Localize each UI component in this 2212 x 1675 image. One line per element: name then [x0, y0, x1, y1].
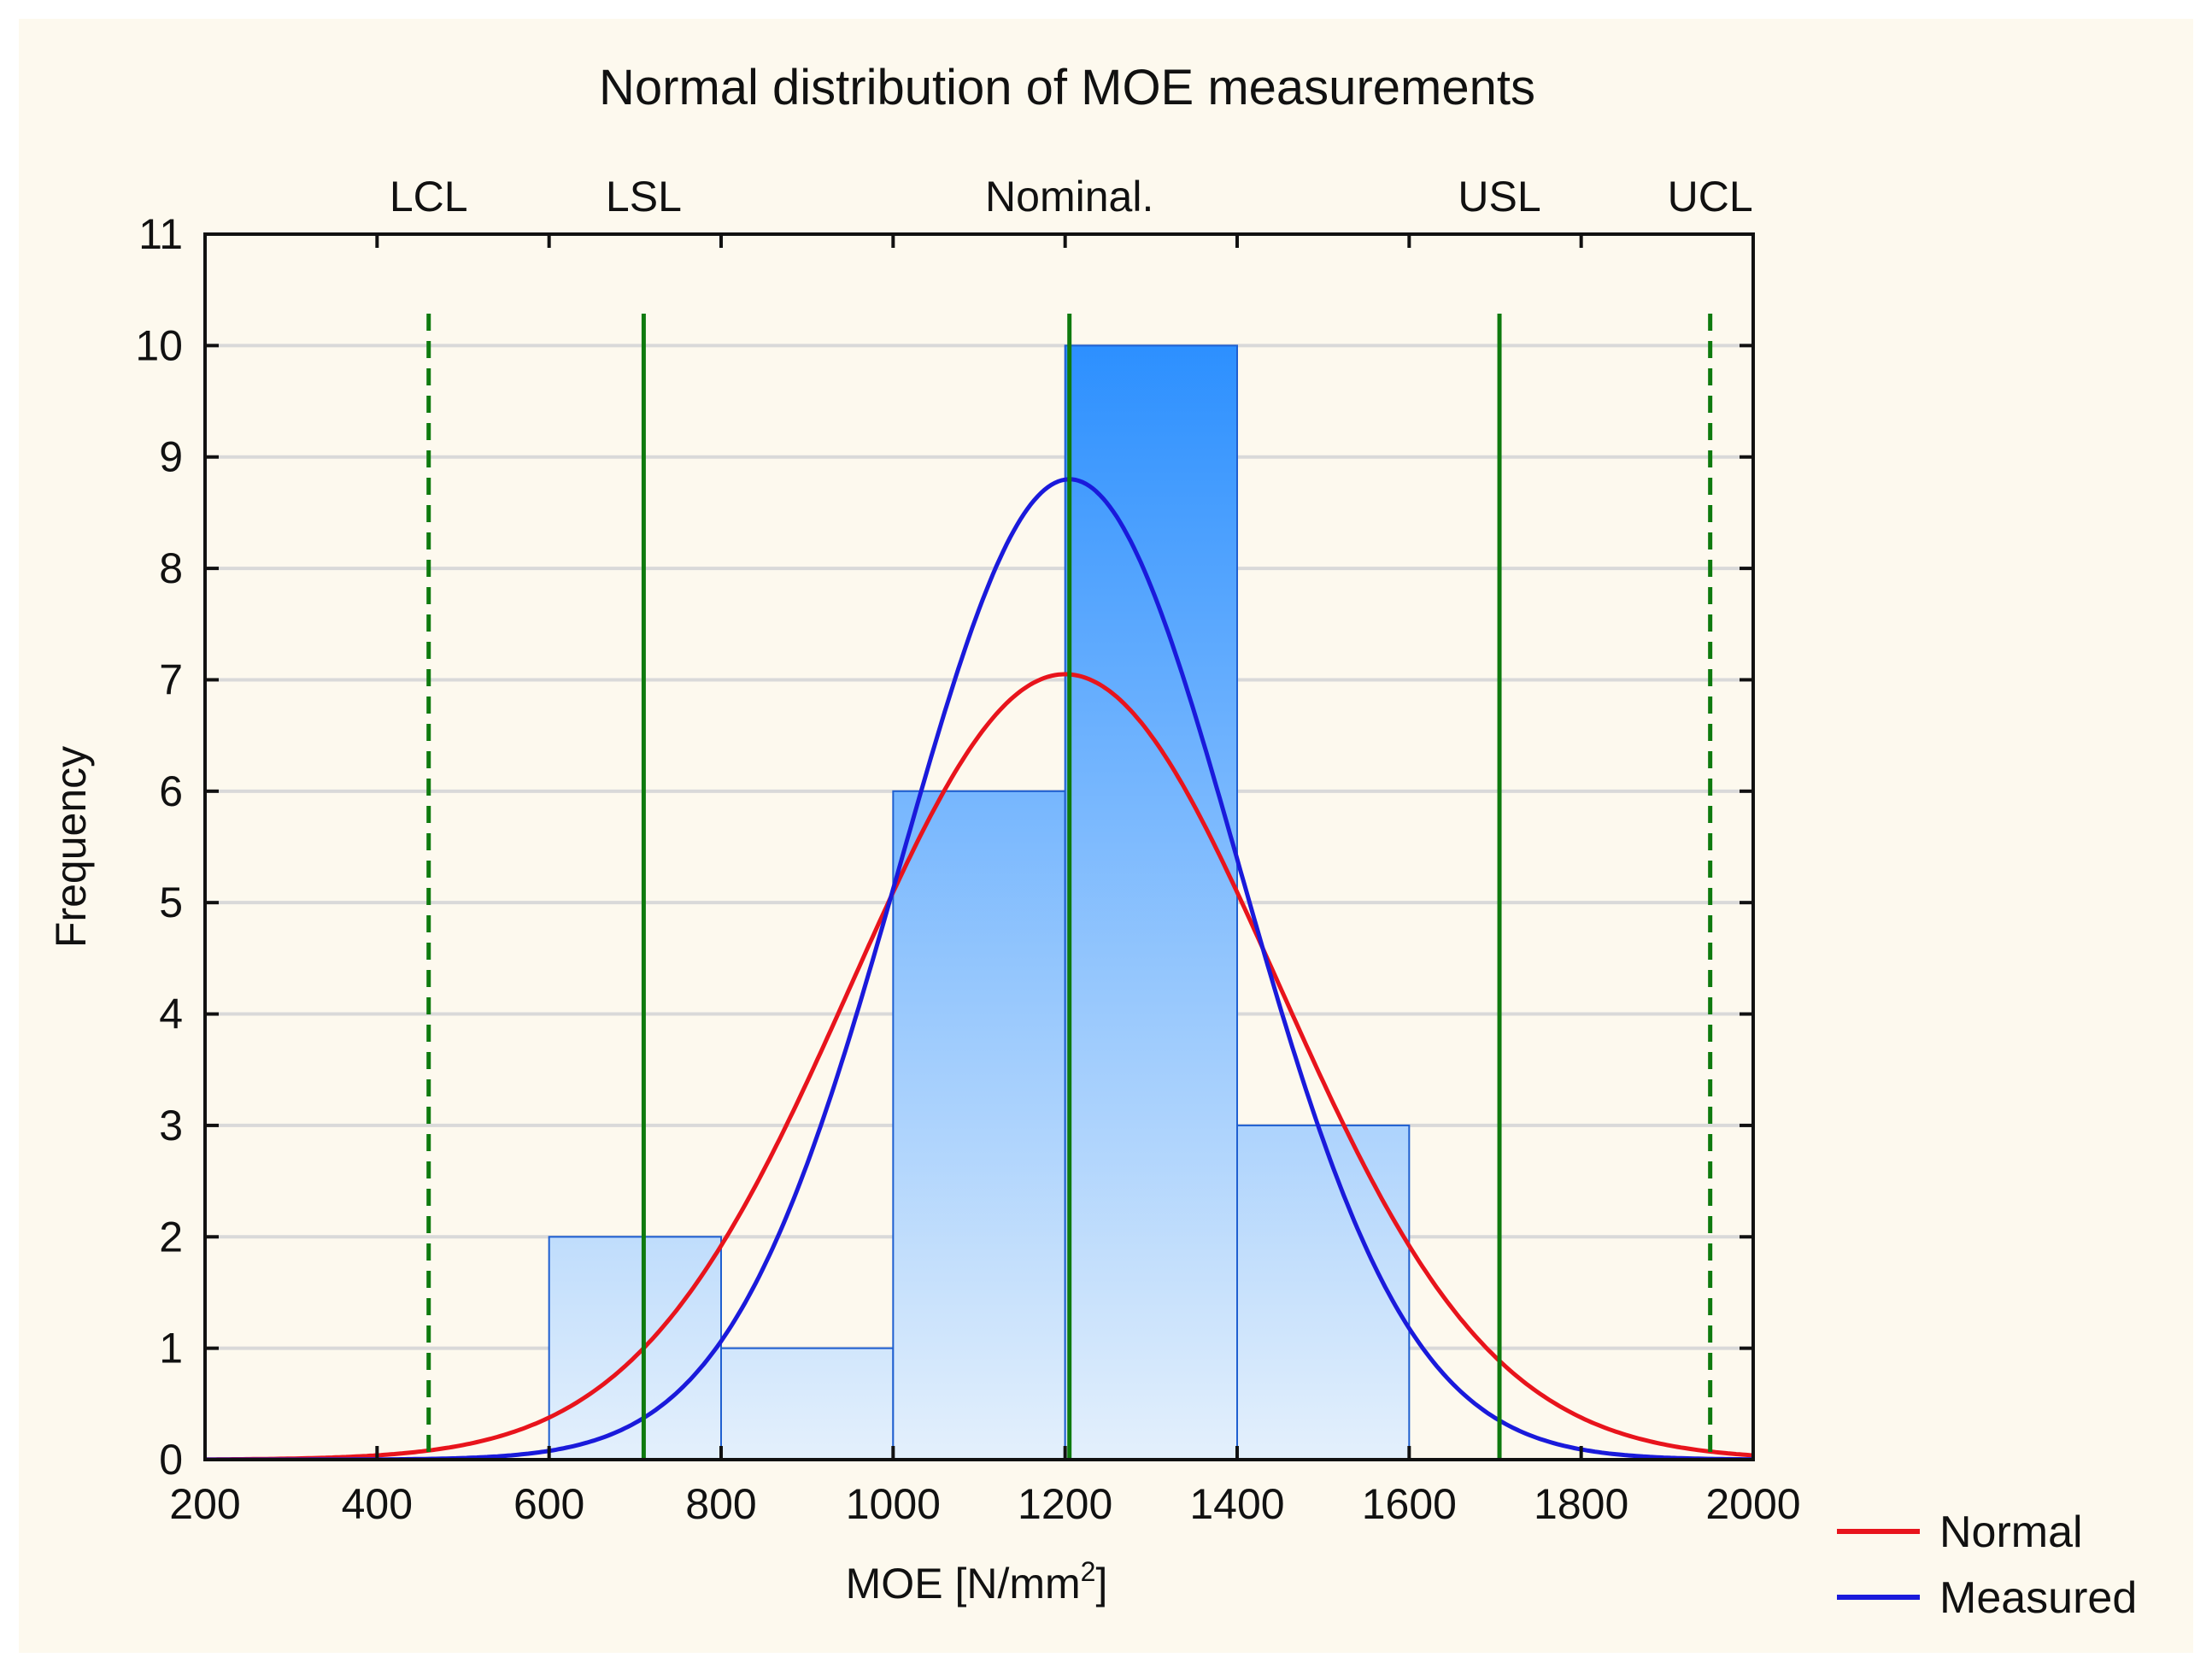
- y-tick-label-0: 0: [159, 1436, 183, 1484]
- y-tick-label-1: 1: [159, 1325, 183, 1372]
- bar-600-800: [548, 1236, 723, 1460]
- axis-ticks: [203, 232, 1755, 1461]
- x-tick-label-200: 200: [169, 1480, 240, 1528]
- reference-line-labels: LCL LSL Nominal. USL UCL: [390, 173, 1753, 220]
- y-tick-label-3: 3: [159, 1102, 183, 1149]
- reference-lines: [426, 314, 1713, 1460]
- y-tick-label-2: 2: [159, 1213, 183, 1261]
- x-tick-label-2000: 2000: [1705, 1480, 1800, 1528]
- reference-label-usl: USL: [1458, 173, 1540, 220]
- y-tick-label-7: 7: [159, 655, 183, 703]
- y-tick-label-4: 4: [159, 990, 183, 1038]
- chart-panel: Normal distribution of MOE measurements …: [19, 19, 2193, 1653]
- y-tick-label-5: 5: [159, 879, 183, 926]
- y-axis-label: Frequency: [47, 746, 95, 948]
- plot-frame: [203, 232, 1755, 1461]
- y-tick-label-10: 10: [135, 321, 183, 369]
- x-axis-tick-labels: 200 400 600 800 1000 1200 1400 1600 1800 2000: [169, 1480, 1800, 1528]
- bar-1400-1600: [1236, 1124, 1411, 1460]
- reference-label-ucl: UCL: [1668, 173, 1753, 220]
- reference-label-nominal: Nominal.: [985, 173, 1153, 220]
- x-tick-label-1600: 1600: [1362, 1480, 1457, 1528]
- x-axis-label-superscript: 2: [1081, 1556, 1096, 1587]
- y-tick-label-9: 9: [159, 433, 183, 481]
- reference-label-lsl: LSL: [606, 173, 682, 220]
- x-tick-label-800: 800: [685, 1480, 756, 1528]
- y-tick-label-8: 8: [159, 544, 183, 592]
- y-axis-tick-labels: 0 1 2 3 4 5 6 7 8 9 10 11: [135, 210, 183, 1484]
- legend-label-normal: Normal: [1939, 1508, 2083, 1557]
- x-axis-label-main: MOE [N/mm: [846, 1560, 1081, 1607]
- curve-normal: [205, 672, 1753, 1461]
- x-tick-label-1000: 1000: [846, 1480, 941, 1528]
- reference-label-lcl: LCL: [390, 173, 468, 220]
- legend: Normal Measured: [1837, 1508, 2137, 1623]
- chart-title: Normal distribution of MOE measurements: [599, 60, 1535, 115]
- x-axis-label-end: ]: [1095, 1560, 1107, 1607]
- x-tick-label-400: 400: [342, 1480, 413, 1528]
- bar-1000-1200: [892, 790, 1066, 1460]
- legend-label-measured: Measured: [1939, 1573, 2137, 1623]
- bar-800-1000: [720, 1347, 895, 1460]
- y-tick-label-6: 6: [159, 767, 183, 815]
- chart-svg: Normal distribution of MOE measurements …: [47, 60, 2137, 1623]
- y-tick-label-11: 11: [138, 210, 183, 258]
- x-axis-label: MOE [N/mm2]: [846, 1556, 1108, 1607]
- x-tick-label-600: 600: [513, 1480, 584, 1528]
- x-tick-label-1200: 1200: [1018, 1480, 1112, 1528]
- bar-1200-1400: [1064, 344, 1238, 1460]
- x-tick-label-1800: 1800: [1534, 1480, 1628, 1528]
- x-tick-label-1400: 1400: [1189, 1480, 1284, 1528]
